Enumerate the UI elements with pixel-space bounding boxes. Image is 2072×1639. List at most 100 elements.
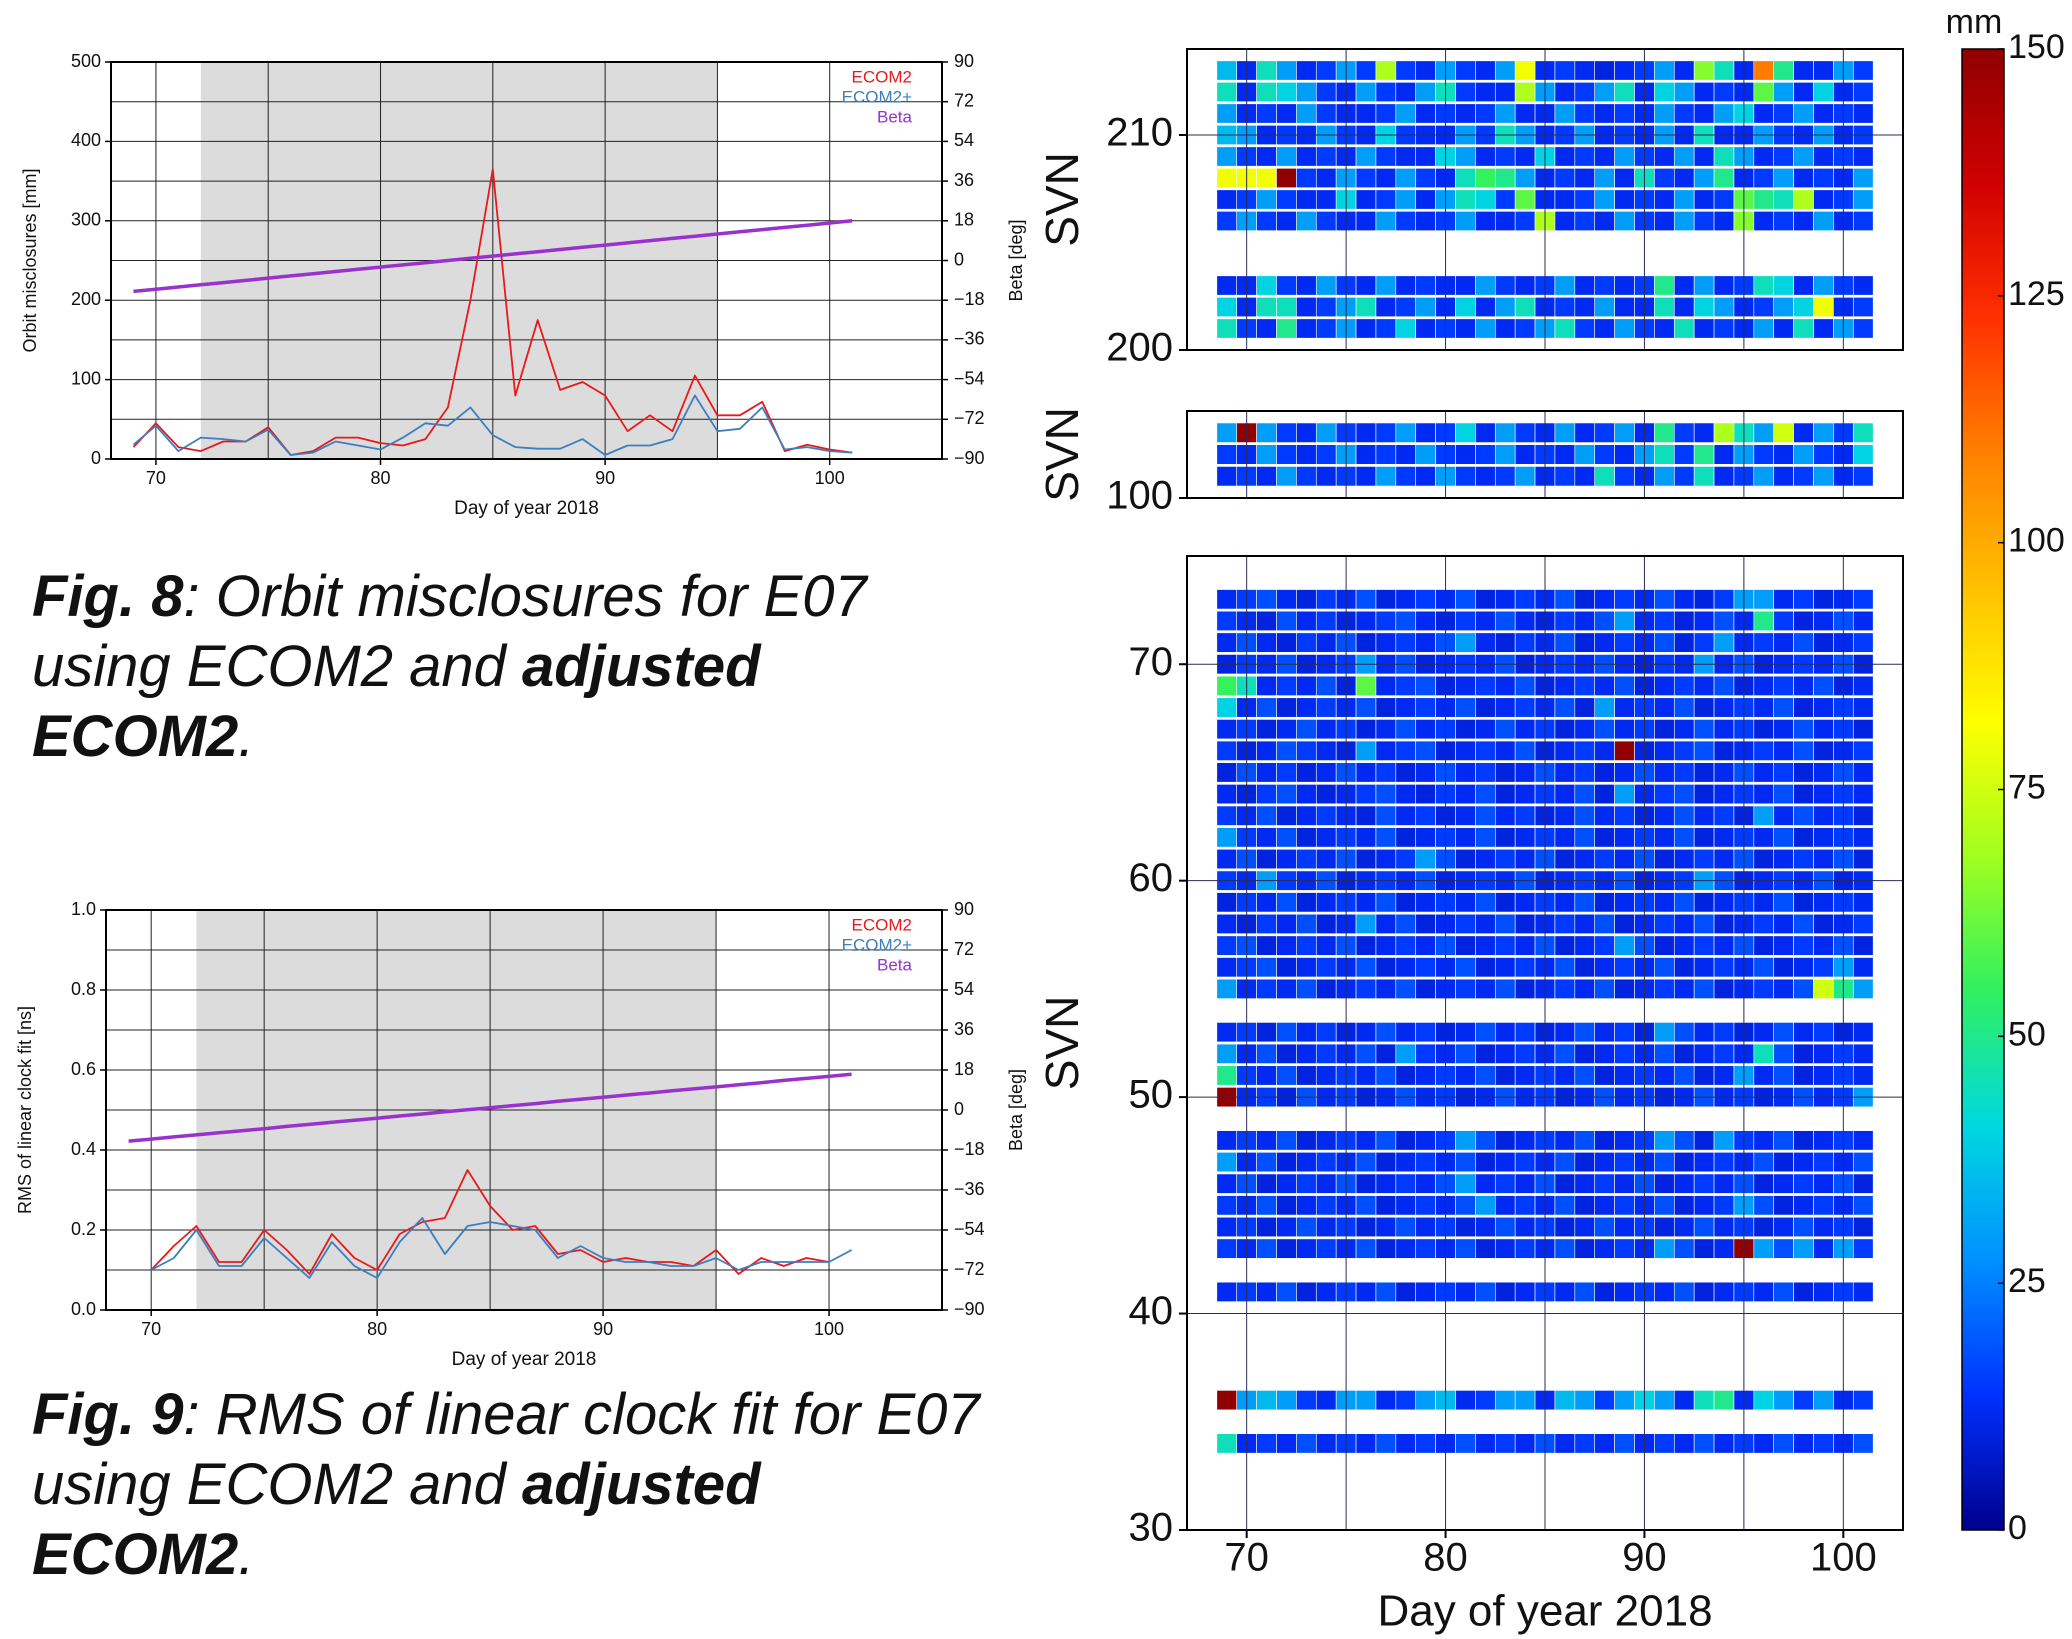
heat-cell — [1276, 610, 1297, 631]
heat-cell — [1355, 422, 1377, 443]
heat-cell — [1793, 444, 1814, 465]
heat-cell — [1256, 1195, 1277, 1216]
heat-cell — [1514, 784, 1536, 805]
heat-cell — [1216, 1152, 1238, 1173]
heat-cell — [1594, 1065, 1615, 1086]
heat-cell — [1813, 1152, 1834, 1173]
heat-cell — [1276, 935, 1297, 956]
heat-cell — [1713, 82, 1735, 102]
heat-cell — [1276, 589, 1297, 610]
heat-cell — [1494, 589, 1516, 610]
heat-cell — [1713, 211, 1735, 231]
heat-cell — [1514, 1022, 1536, 1043]
heat-cell — [1693, 1043, 1715, 1064]
heat-cell — [1475, 805, 1496, 826]
heat-cell — [1654, 103, 1675, 124]
heat-cell — [1315, 1195, 1337, 1216]
heat-cell — [1375, 848, 1397, 870]
heat-cell — [1793, 848, 1814, 870]
heat-cell — [1554, 1195, 1576, 1216]
heat-cell — [1654, 60, 1675, 81]
heat-cell — [1852, 827, 1874, 848]
x-tick-label: 100 — [815, 468, 845, 488]
heat-cell — [1375, 82, 1397, 102]
y-axis-label: SVN — [1036, 996, 1088, 1091]
heat-cell — [1276, 1022, 1297, 1043]
heat-cell — [1614, 1043, 1635, 1064]
heat-cell — [1395, 103, 1417, 124]
heat-cell — [1276, 1433, 1297, 1454]
heat-cell — [1693, 697, 1715, 718]
heat-cell — [1355, 168, 1377, 188]
heat-cell — [1813, 805, 1834, 826]
heat-cell — [1296, 189, 1317, 210]
heat-cell — [1375, 1433, 1397, 1454]
heat-cell — [1216, 935, 1238, 956]
heat-cell — [1594, 827, 1615, 848]
heat-cell — [1455, 892, 1476, 913]
heat-cell — [1256, 1065, 1277, 1086]
heat-cell — [1554, 146, 1576, 167]
heat-cell — [1773, 913, 1794, 934]
heat-cell — [1713, 740, 1735, 761]
heat-cell — [1773, 211, 1794, 231]
heat-cell — [1315, 1130, 1337, 1151]
heat-cell — [1594, 697, 1615, 718]
heat-cell — [1594, 189, 1615, 210]
y-tick-label: 210 — [1106, 111, 1173, 155]
heat-cell — [1574, 762, 1596, 783]
heat-cell — [1475, 422, 1496, 443]
heat-cell — [1713, 103, 1735, 124]
heat-cell — [1654, 1022, 1675, 1043]
heat-cell — [1753, 82, 1775, 102]
heat-cell — [1574, 422, 1596, 443]
heat-cell — [1574, 740, 1596, 761]
heat-cell — [1793, 957, 1814, 978]
heat-cell — [1256, 1173, 1277, 1194]
heat-cell — [1455, 103, 1476, 124]
heat-cell — [1395, 913, 1417, 934]
heat-cell — [1852, 1433, 1874, 1454]
heat-cell — [1315, 740, 1337, 761]
heat-cell — [1475, 1238, 1496, 1259]
heat-cell — [1296, 103, 1317, 124]
heat-cell — [1475, 740, 1496, 761]
heat-cell — [1315, 589, 1337, 610]
heat-cell — [1395, 422, 1417, 443]
x-tick-label: 80 — [1423, 1536, 1468, 1580]
heat-cell — [1693, 1022, 1715, 1043]
heat-cell — [1375, 1195, 1397, 1216]
heat-cell — [1852, 589, 1874, 610]
heat-cell — [1315, 1238, 1337, 1259]
heat-cell — [1673, 103, 1695, 124]
heat-cell — [1594, 892, 1615, 913]
heat-cell — [1415, 1152, 1436, 1173]
heat-cell — [1375, 589, 1397, 610]
y-axis-label: Orbit misclosures [mm] — [20, 168, 40, 352]
heat-cell — [1514, 978, 1536, 999]
y2-tick-label: −90 — [954, 1299, 985, 1319]
heat-cell — [1375, 103, 1397, 124]
heat-cell — [1813, 957, 1834, 978]
y2-tick-label: 72 — [954, 939, 974, 959]
heat-cell — [1514, 1130, 1536, 1151]
heat-cell — [1554, 1022, 1576, 1043]
heat-cell — [1852, 1065, 1874, 1086]
y2-tick-label: −72 — [954, 1259, 985, 1279]
heat-cell — [1455, 1130, 1476, 1151]
heat-cell — [1594, 146, 1615, 167]
heat-cell — [1216, 697, 1238, 718]
heat-cell — [1713, 805, 1735, 826]
heat-cell — [1355, 1216, 1377, 1238]
heat-cell — [1296, 422, 1317, 443]
heat-cell — [1256, 1238, 1277, 1259]
heat-cell — [1494, 762, 1516, 783]
heat-cell — [1355, 275, 1377, 296]
heat-cell — [1594, 466, 1615, 487]
heat-cell — [1296, 1130, 1317, 1151]
heat-cell — [1813, 60, 1834, 81]
heat-cell — [1415, 1281, 1436, 1302]
heat-cell — [1614, 892, 1635, 913]
heat-cell — [1753, 444, 1775, 465]
heat-cell — [1614, 1281, 1635, 1302]
